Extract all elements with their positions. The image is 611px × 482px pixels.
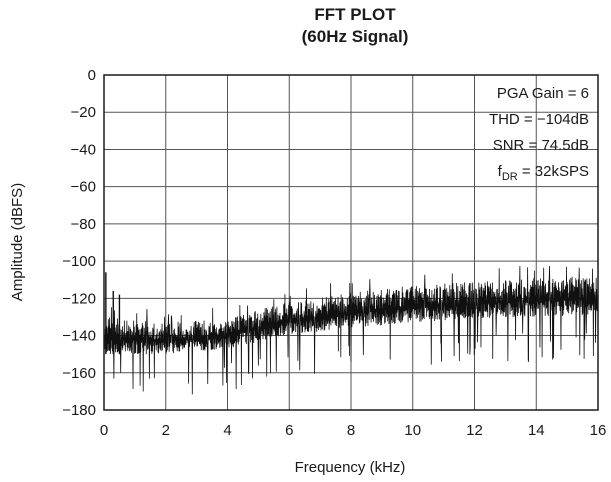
x-tick-label: 8 [347, 422, 355, 439]
x-tick-label: 10 [404, 422, 421, 439]
annotation-box: PGA Gain = 6 THD = −104dB SNR = 74.5dB f… [489, 85, 589, 183]
fft-trace [103, 266, 599, 395]
x-tick-label: 16 [590, 422, 607, 439]
y-axis-label: Amplitude (dBFS) [9, 183, 26, 301]
y-tick-label: −120 [62, 290, 96, 307]
y-tick-label: −180 [62, 402, 96, 419]
y-tick-label: −60 [71, 179, 96, 196]
chart-title: FFT PLOT [314, 5, 396, 24]
y-tick-label: −80 [71, 216, 96, 233]
x-axis-label: Frequency (kHz) [295, 459, 406, 476]
x-tick-label: 12 [466, 422, 483, 439]
annotation-snr: SNR = 74.5dB [493, 137, 589, 154]
plot-frame [103, 74, 599, 411]
x-tick-label: 6 [285, 422, 293, 439]
x-tick-label: 2 [162, 422, 170, 439]
y-tick-label: 0 [88, 67, 96, 84]
x-tick-label: 14 [528, 422, 545, 439]
annotation-thd: THD = −104dB [489, 111, 589, 128]
y-tick-label: −160 [62, 365, 96, 382]
x-tick-label: 0 [100, 422, 108, 439]
y-tick-label: −100 [62, 253, 96, 270]
y-tick-label: −140 [62, 328, 96, 345]
y-tick-label: −40 [71, 141, 96, 158]
annotation-pga-gain: PGA Gain = 6 [497, 85, 589, 102]
annotation-fdr: fDR = 32kSPS [498, 163, 589, 183]
y-tick-label: −20 [71, 104, 96, 121]
chart-subtitle: (60Hz Signal) [301, 27, 409, 46]
x-tick-label: 4 [223, 422, 231, 439]
